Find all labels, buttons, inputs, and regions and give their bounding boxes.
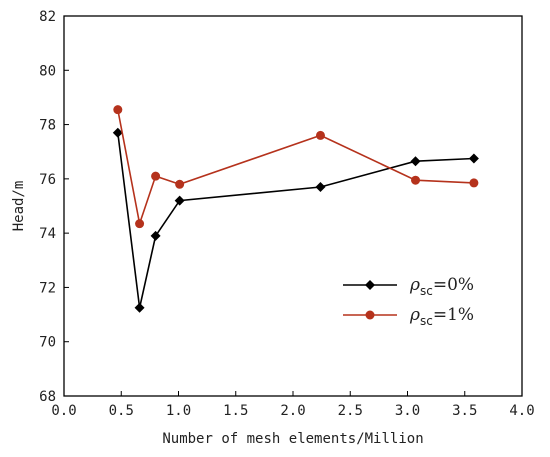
x-tick-label-4: 2.0 <box>280 403 305 419</box>
axis-ticks: 0.0 0.5 1.0 1.5 2.0 2.5 3.0 3.5 4.0 68 70 72 74 76 78 8… <box>39 9 535 419</box>
series-1-point-4 <box>315 130 325 140</box>
series-0-line <box>117 132 474 308</box>
series-1-point-6 <box>469 178 479 188</box>
y-axis-label: Head/m <box>11 181 27 232</box>
x-tick-label-1: 0.5 <box>109 403 134 419</box>
x-tick-label-2: 1.0 <box>166 403 191 419</box>
series-1-point-2 <box>151 171 161 181</box>
series-0-point-5 <box>410 156 421 167</box>
y-tick-label-2: 72 <box>39 280 56 296</box>
y-tick-label-5: 78 <box>39 118 56 134</box>
plot-frame <box>63 15 523 397</box>
series-1-line <box>117 109 474 227</box>
y-tick-label-4: 76 <box>39 172 56 188</box>
series-0 <box>112 127 479 313</box>
y-tick-label-0: 68 <box>39 389 56 405</box>
x-tick-label-8: 4.0 <box>509 403 534 419</box>
x-tick-label-5: 2.5 <box>338 403 363 419</box>
legend-label-0: ρsc=0% <box>409 275 474 298</box>
series-1-point-1 <box>135 219 145 229</box>
y-tick-label-7: 82 <box>39 9 56 25</box>
x-tick-label-0: 0.0 <box>51 403 76 419</box>
series-0-point-3 <box>174 195 185 206</box>
x-tick-label-7: 3.5 <box>452 403 477 419</box>
series-1 <box>113 105 479 229</box>
y-tick-label-6: 80 <box>39 63 56 79</box>
series-layer <box>112 105 479 313</box>
legend-entry-0: ρsc=0% <box>343 275 474 298</box>
legend-label-1: ρsc=1% <box>409 305 474 328</box>
legend-marker-1 <box>365 310 375 320</box>
series-0-point-2 <box>150 230 161 241</box>
series-1-point-0 <box>113 105 123 115</box>
legend-entry-1: ρsc=1% <box>343 305 474 328</box>
x-tick-label-3: 1.5 <box>223 403 248 419</box>
series-1-point-5 <box>411 175 421 185</box>
y-tick-label-1: 70 <box>39 335 56 351</box>
series-0-point-4 <box>315 182 326 192</box>
series-1-point-3 <box>175 179 185 189</box>
y-tick-label-3: 74 <box>39 226 56 242</box>
legend: ρsc=0% ρsc=1% <box>343 275 474 328</box>
series-0-point-0 <box>112 127 123 138</box>
x-axis-label: Number of mesh elements/Million <box>162 431 423 447</box>
series-0-point-1 <box>134 302 145 313</box>
x-tick-label-6: 3.0 <box>395 403 420 419</box>
series-0-point-6 <box>468 153 479 164</box>
legend-marker-0 <box>365 280 375 290</box>
